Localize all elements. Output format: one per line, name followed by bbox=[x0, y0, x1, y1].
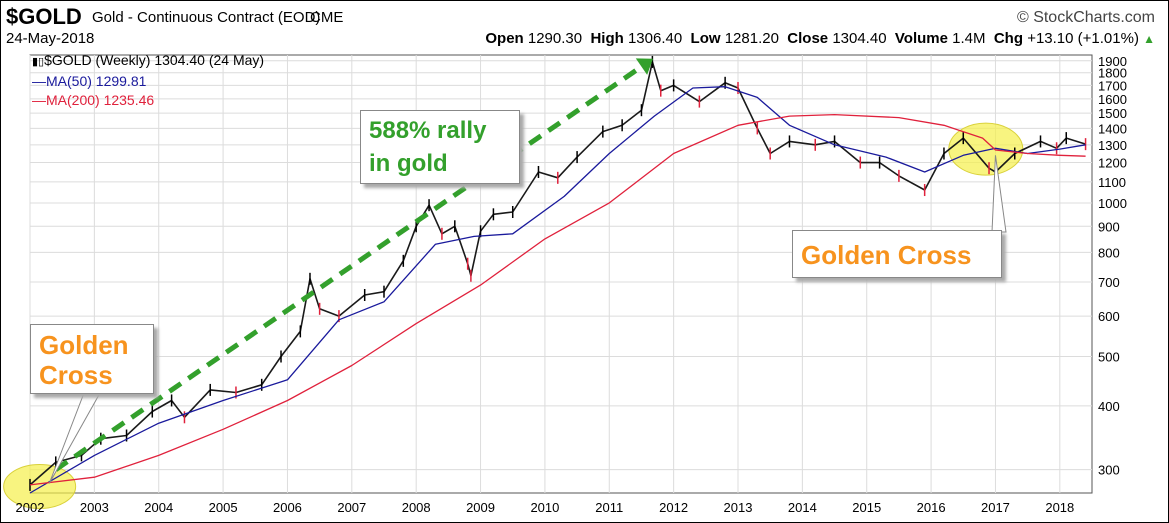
y-tick-label: 1600 bbox=[1098, 92, 1127, 107]
close-value: 1304.40 bbox=[832, 30, 887, 47]
chart-series bbox=[29, 55, 1087, 494]
legend-price-label: $GOLD (Weekly) 1304.40 (24 May) bbox=[44, 52, 265, 68]
golden-cross-callout-right: Golden Cross bbox=[792, 230, 1002, 278]
x-tick-label: 2002 bbox=[16, 500, 45, 515]
x-tick-label: 2010 bbox=[530, 500, 559, 515]
volume-value: 1.4M bbox=[952, 30, 986, 47]
y-tick-label: 1200 bbox=[1098, 156, 1127, 171]
ma50-series-line bbox=[29, 86, 1086, 494]
y-tick-label: 1400 bbox=[1098, 121, 1127, 136]
rally-arrow-line bbox=[54, 64, 643, 472]
chart-legend: ▮▯$GOLD (Weekly) 1304.40 (24 May) —MA(50… bbox=[32, 51, 264, 110]
up-triangle-icon: ▲ bbox=[1143, 32, 1155, 46]
y-tick-label: 500 bbox=[1098, 349, 1120, 364]
ma200-series-line bbox=[29, 113, 1086, 486]
legend-price: ▮▯$GOLD (Weekly) 1304.40 (24 May) bbox=[32, 51, 264, 72]
y-tick-label: 1500 bbox=[1098, 106, 1127, 121]
legend-ma50: —MA(50) 1299.81 bbox=[32, 72, 264, 91]
high-label: High bbox=[590, 30, 624, 47]
rally-arrowhead bbox=[635, 58, 653, 75]
open-label: Open bbox=[485, 30, 524, 47]
volume-label: Volume bbox=[894, 30, 948, 47]
exchange-label: CME bbox=[310, 9, 344, 26]
x-tick-label: 2012 bbox=[659, 500, 688, 515]
ma200-line-icon: — bbox=[32, 92, 46, 108]
y-tick-label: 1100 bbox=[1098, 175, 1126, 190]
y-tick-label: 900 bbox=[1098, 219, 1120, 234]
x-tick-label: 2011 bbox=[595, 500, 623, 515]
y-tick-label: 700 bbox=[1098, 275, 1120, 290]
y-tick-label: 1900 bbox=[1098, 54, 1127, 69]
golden-cross-left-line1: Golden bbox=[39, 330, 129, 360]
high-value: 1306.40 bbox=[627, 30, 683, 47]
y-tick-label: 1800 bbox=[1098, 66, 1127, 81]
y-tick-label: 800 bbox=[1098, 245, 1120, 260]
chg-value: +13.10 (+1.01%) bbox=[1027, 30, 1139, 47]
x-tick-label: 2007 bbox=[337, 500, 366, 515]
y-tick-label: 1700 bbox=[1098, 78, 1127, 93]
y-tick-label: 1000 bbox=[1098, 196, 1127, 211]
golden-cross-highlight-left bbox=[3, 464, 77, 510]
x-tick-label: 2009 bbox=[466, 500, 495, 515]
golden-cross-left-line2: Cross bbox=[39, 360, 113, 390]
ohlc-stats: Open 1290.30 High 1306.40 Low 1281.20 Cl… bbox=[485, 30, 1155, 47]
symbol-label: $GOLD bbox=[6, 4, 82, 29]
legend-ma200-label: MA(200) 1235.46 bbox=[46, 92, 155, 108]
open-value: 1290.30 bbox=[527, 30, 583, 47]
x-tick-label: 2005 bbox=[209, 500, 238, 515]
x-tick-label: 2017 bbox=[981, 500, 1010, 515]
rally-callout-line1: 588% rally bbox=[369, 117, 487, 144]
legend-ma50-label: MA(50) 1299.81 bbox=[46, 73, 147, 89]
golden-cross-callout-left: Golden Cross bbox=[30, 324, 154, 394]
y-tick-label: 400 bbox=[1098, 399, 1120, 414]
chart-header: $GOLD Gold - Continuous Contract (EOD) C… bbox=[6, 4, 1161, 29]
rally-callout: 588% rally in gold bbox=[360, 110, 520, 184]
close-label: Close bbox=[787, 30, 829, 47]
low-label: Low bbox=[690, 30, 721, 47]
x-tick-label: 2013 bbox=[724, 500, 753, 515]
chg-label: Chg bbox=[993, 30, 1024, 47]
x-tick-label: 2004 bbox=[144, 500, 173, 515]
x-tick-label: 2015 bbox=[852, 500, 881, 515]
date-label: 24-May-2018 bbox=[6, 30, 95, 47]
low-value: 1281.20 bbox=[724, 30, 779, 47]
y-tick-label: 600 bbox=[1098, 309, 1120, 324]
rally-callout-line2: in gold bbox=[369, 150, 448, 177]
x-tick-label: 2018 bbox=[1045, 500, 1074, 515]
legend-ma200: —MA(200) 1235.46 bbox=[32, 91, 264, 110]
y-tick-label: 300 bbox=[1098, 463, 1120, 478]
x-tick-label: 2016 bbox=[917, 500, 946, 515]
x-tick-label: 2008 bbox=[402, 500, 431, 515]
x-tick-label: 2014 bbox=[788, 500, 817, 515]
chart-axes: 300 400 500 600 700 800 900 1000 1100 1200 1300 140… bbox=[16, 54, 1127, 515]
y-tick-label: 1300 bbox=[1098, 138, 1127, 153]
price-stats-bar: 24-May-2018 Open 1290.30 High 1306.40 Lo… bbox=[6, 30, 1161, 48]
x-tick-label: 2006 bbox=[273, 500, 302, 515]
candle-icon: ▮▯ bbox=[32, 56, 45, 68]
instrument-name: Gold - Continuous Contract (EOD) bbox=[92, 9, 321, 26]
ma50-line-icon: — bbox=[32, 73, 46, 89]
price-series-line bbox=[29, 61, 1086, 486]
brand-label[interactable]: © StockCharts.com bbox=[1016, 9, 1155, 26]
x-tick-label: 2003 bbox=[80, 500, 109, 515]
